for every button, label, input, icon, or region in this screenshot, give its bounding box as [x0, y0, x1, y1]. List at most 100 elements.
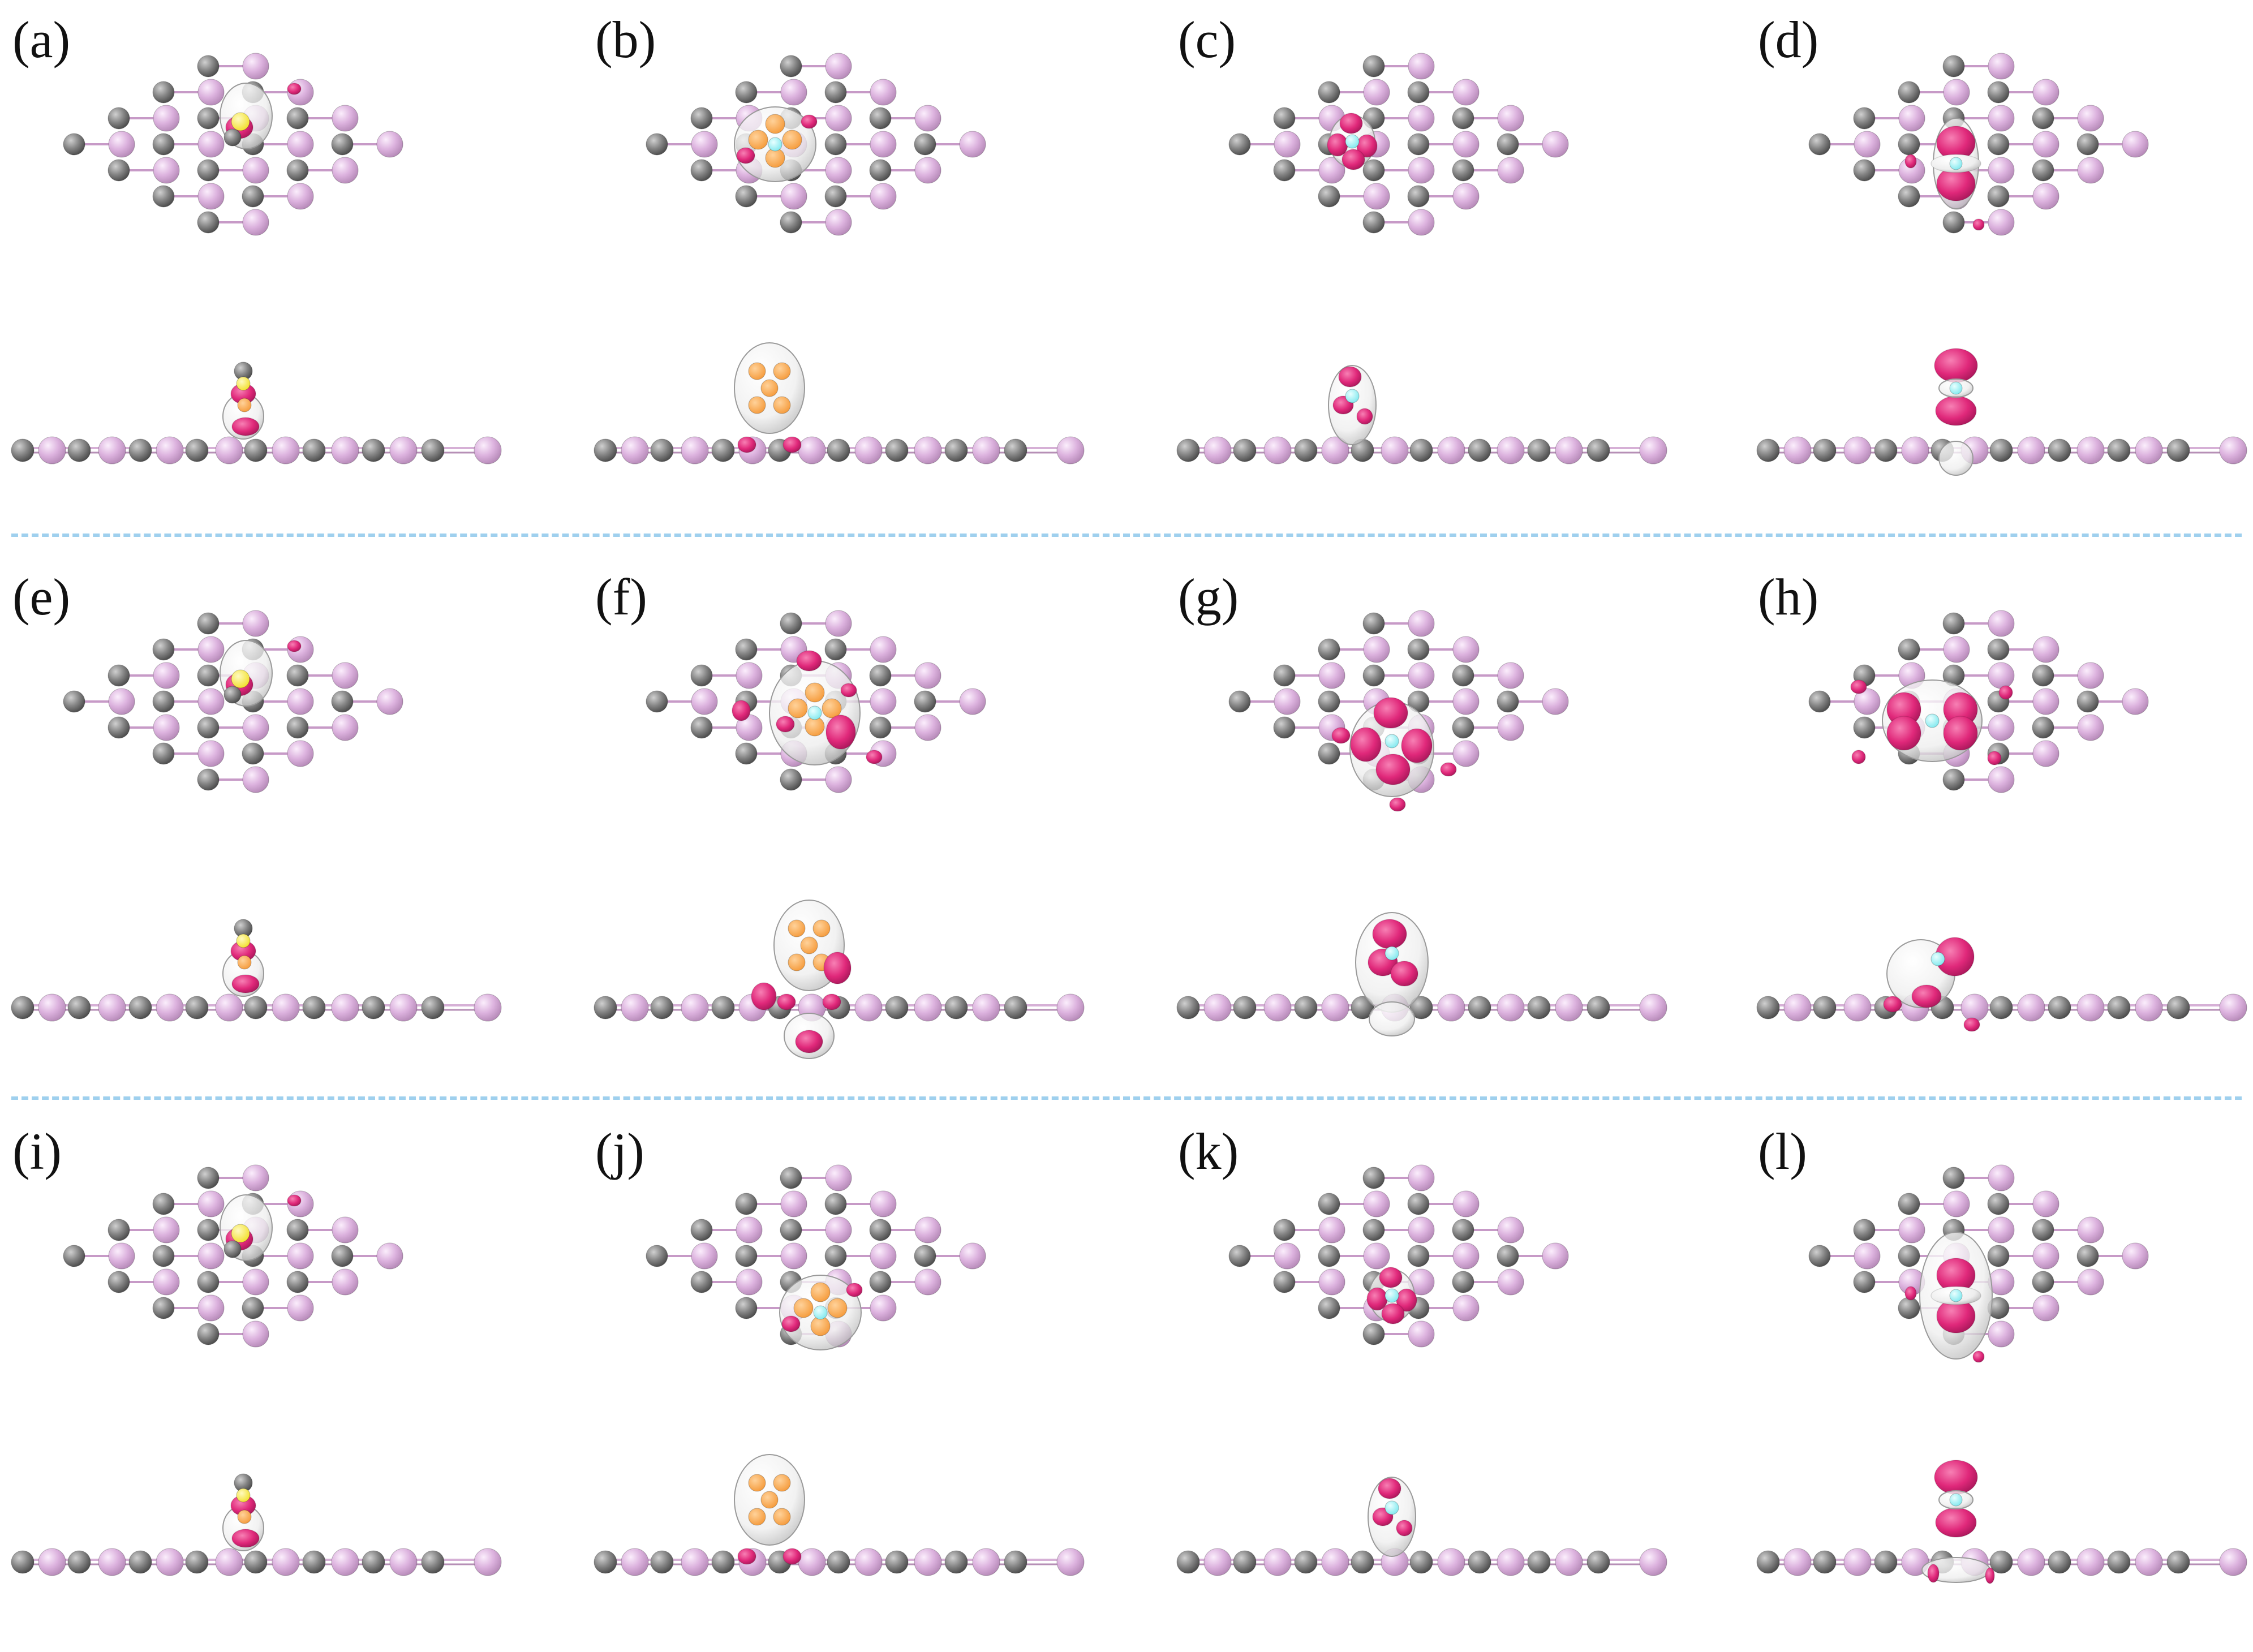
accumulation-isosurface: [1375, 754, 1411, 785]
carbon-atom: [286, 107, 309, 130]
top-view-atoms: [1228, 1164, 1569, 1348]
carbon-atom: [735, 185, 758, 208]
carbon-atom: [108, 107, 130, 130]
carbon-atom: [185, 438, 209, 462]
carbon-atom: [185, 996, 209, 1019]
phosphorus-atom: [1408, 662, 1435, 689]
adsorbate-charge-density-top: [220, 640, 302, 707]
phosphorus-atom: [2135, 993, 2163, 1022]
phosphorus-atom: [2032, 79, 2059, 106]
phosphorus-atom: [1203, 993, 1232, 1022]
phosphorus-atom: [825, 157, 852, 184]
phosphorus-atom: [1203, 1548, 1232, 1576]
phosphorus-atom: [1408, 1164, 1435, 1191]
phosphorus-atom: [1056, 436, 1085, 464]
phosphorus-atom: [780, 1242, 807, 1270]
carbon-atom: [197, 107, 220, 130]
phosphorus-atom: [287, 740, 314, 767]
carbon-atom: [690, 107, 713, 130]
carbon-atom: [108, 159, 130, 182]
panel-label: (e): [12, 568, 71, 626]
phosphorus-atom: [1452, 1294, 1480, 1322]
phosphorus-atom: [1988, 1216, 2015, 1244]
carbon-atom: [2048, 996, 2071, 1019]
carbon-atom: [1452, 1271, 1474, 1293]
carbon-atom: [1497, 133, 1519, 156]
carbon-atom: [1452, 159, 1474, 182]
carbon-atom: [1318, 1245, 1340, 1267]
phosphorus-atom: [215, 436, 243, 464]
phosphorus-atom: [215, 1548, 243, 1576]
side-view-substrate: [11, 993, 502, 1022]
phosphorus-atom: [242, 1320, 269, 1348]
adsorbate-atom: [1385, 734, 1399, 748]
carbon-atom: [1176, 1550, 1200, 1574]
carbon-atom: [1407, 133, 1430, 156]
carbon-atom: [421, 1550, 445, 1574]
carbon-atom: [1898, 1193, 1920, 1215]
phosphorus-atom: [1497, 105, 1524, 132]
panel-c: (c): [1166, 0, 1729, 540]
carbon-atom: [1294, 1550, 1318, 1574]
phosphorus-atom: [1497, 157, 1524, 184]
panel-structure: [1756, 1164, 2247, 1584]
accumulation-isosurface: [1886, 716, 1921, 751]
phosphorus-atom: [197, 1294, 225, 1322]
phosphorus-atom: [1437, 436, 1465, 464]
phosphorus-atom: [1408, 105, 1435, 132]
carbon-atom: [1586, 996, 1610, 1019]
phosphorus-atom: [1318, 662, 1345, 689]
phosphorus-atom: [1854, 1242, 1881, 1270]
carbon-atom: [1273, 1219, 1296, 1241]
carbon-atom: [1318, 1193, 1340, 1215]
carbon-atom: [1362, 664, 1385, 687]
carbon-atom: [2048, 1550, 2071, 1574]
adsorbate-atom: [237, 398, 252, 412]
phosphorus-atom: [153, 1216, 180, 1244]
panel-label: (i): [12, 1122, 62, 1180]
phosphorus-atom: [2017, 993, 2045, 1022]
carbon-atom: [2076, 133, 2099, 156]
phosphorus-atom: [825, 1164, 852, 1191]
phosphorus-atom: [1263, 1548, 1292, 1576]
adsorbate-charge-density-side: [1328, 365, 1377, 445]
accumulation-isosurface: [1904, 154, 1917, 169]
phosphorus-atom: [287, 1294, 314, 1322]
carbon-atom: [1273, 664, 1296, 687]
phosphorus-atom: [2032, 1190, 2059, 1218]
phosphorus-atom: [1437, 993, 1465, 1022]
carbon-atom: [302, 1550, 326, 1574]
accumulation-isosurface: [737, 1548, 756, 1565]
side-view-substrate: [1756, 993, 2247, 1022]
phosphorus-atom: [242, 714, 269, 741]
carbon-atom: [824, 133, 847, 156]
phosphorus-atom: [1843, 993, 1872, 1022]
adsorbate-atom: [765, 114, 785, 134]
phosphorus-atom: [215, 993, 243, 1022]
carbon-atom: [1853, 1219, 1876, 1241]
carbon-atom: [1452, 716, 1474, 739]
side-view: [594, 1454, 1085, 1576]
adsorbate-charge-density-side: [1883, 937, 1980, 1032]
adsorbate-atom: [231, 669, 250, 689]
carbon-atom: [646, 133, 668, 156]
carbon-atom: [331, 133, 354, 156]
panel-label: (g): [1178, 568, 1239, 626]
carbon-atom: [944, 1550, 968, 1574]
accumulation-isosurface: [1927, 1564, 1940, 1583]
carbon-atom: [1808, 133, 1831, 156]
accumulation-isosurface: [1934, 1460, 1978, 1495]
phosphorus-atom: [1988, 157, 2015, 184]
carbon-atom: [1318, 185, 1340, 208]
carbon-atom: [690, 1271, 713, 1293]
phosphorus-atom: [1988, 209, 2015, 236]
phosphorus-atom: [1988, 53, 2015, 80]
carbon-atom: [1942, 55, 1965, 78]
phosphorus-atom: [914, 714, 941, 741]
carbon-atom: [1004, 438, 1027, 462]
accumulation-isosurface: [751, 982, 777, 1010]
carbon-atom: [2048, 438, 2071, 462]
phosphorus-atom: [870, 636, 897, 663]
accumulation-isosurface: [736, 147, 755, 164]
adsorbate-atom: [760, 379, 779, 397]
